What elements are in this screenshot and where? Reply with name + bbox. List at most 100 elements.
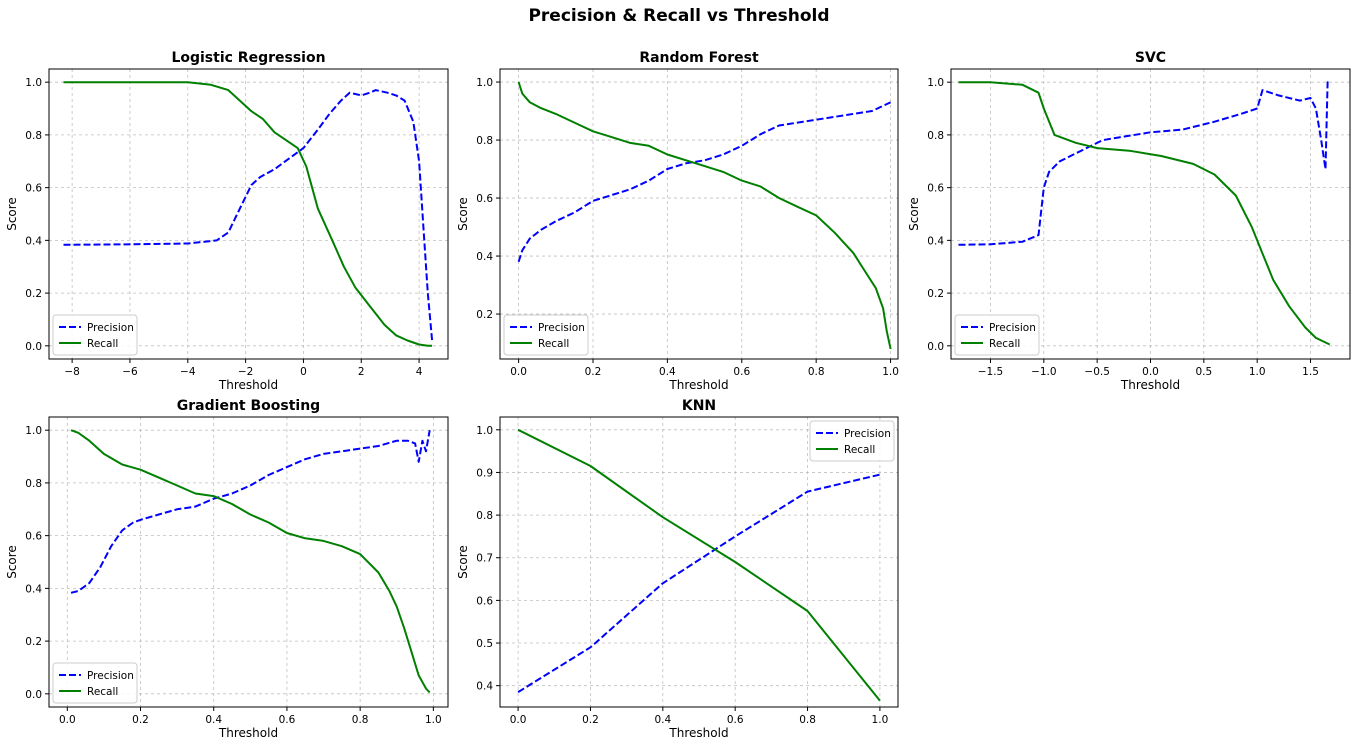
x-tick-label: 0.0: [59, 714, 76, 726]
y-tick-label: 0.6: [25, 531, 42, 543]
y-tick-label: 0.4: [25, 235, 42, 247]
series-line-precision: [517, 101, 892, 263]
y-tick-label: 0.0: [25, 341, 42, 353]
x-tick-label: 0.2: [582, 714, 599, 726]
x-tick-label: 2: [358, 366, 365, 378]
figure-title: Precision & Recall vs Threshold: [528, 6, 829, 26]
legend: Precision Recall: [954, 314, 1040, 356]
x-axis-label: Threshold: [1120, 378, 1180, 392]
legend-label: Recall: [989, 338, 1020, 350]
chart-title: Logistic Regression: [171, 50, 325, 66]
y-tick-label: 0.6: [476, 595, 493, 607]
y-tick-label: 1.0: [25, 425, 42, 437]
chart-4: 0.0 0.2 0.4 0.6 0.8 1.0 0.0 0.2 0.4 0.6 0.8 1.0 Grad…: [5, 398, 449, 740]
legend: Precision Recall: [52, 314, 138, 356]
legend-label: Recall: [844, 444, 875, 456]
legend: Precision Recall: [52, 662, 138, 704]
y-tick-label: 0.2: [25, 288, 42, 300]
y-tick-label: 0.6: [25, 183, 42, 195]
chart-title: SVC: [1135, 50, 1166, 66]
y-tick-label: 0.4: [927, 235, 944, 247]
x-tick-label: −8: [64, 366, 79, 378]
y-tick-label: 0.8: [476, 135, 493, 147]
x-tick-label: 0.4: [659, 366, 676, 378]
y-tick-label: 0.8: [927, 130, 944, 142]
y-tick-label: 0.8: [25, 130, 42, 142]
series-line-precision: [958, 81, 1330, 246]
chart-title: Gradient Boosting: [177, 398, 320, 414]
series-group: [517, 428, 881, 702]
plot-frame: [499, 68, 899, 360]
legend-label: Precision: [844, 428, 891, 440]
y-tick-label: 1.0: [927, 77, 944, 89]
series-group: [70, 429, 431, 694]
x-axis-label: Threshold: [218, 378, 278, 392]
y-tick-label: 1.0: [476, 77, 493, 89]
x-tick-label: 0: [300, 366, 307, 378]
legend-box: [503, 314, 589, 356]
legend-label: Precision: [538, 322, 585, 334]
x-tick-label: −0.5: [1084, 366, 1110, 378]
x-tick-label: 0.0: [1142, 366, 1159, 378]
legend-label: Precision: [87, 322, 134, 334]
x-tick-label: 0.0: [510, 366, 527, 378]
chart-1: −8 −6 −4 −2 0 2 4 0.0 0.2 0.4 0.6 0.8 1.0 Logistic Re…: [5, 50, 449, 392]
x-axis-label: Threshold: [668, 378, 728, 392]
y-tick-label: 0.5: [476, 638, 493, 650]
y-tick-label: 0.4: [476, 681, 493, 693]
x-tick-label: 0.2: [585, 366, 602, 378]
x-tick-label: 0.4: [205, 714, 222, 726]
plot-frame: [48, 416, 449, 708]
series-line-precision: [70, 430, 431, 594]
y-tick-label: 1.0: [25, 77, 42, 89]
y-tick-label: 0.8: [25, 478, 42, 490]
plot-frame: [499, 416, 899, 708]
x-tick-label: 1.0: [1249, 366, 1266, 378]
series-line-recall: [517, 81, 892, 350]
chart-title: Random Forest: [639, 50, 759, 66]
series-line-precision: [63, 89, 434, 341]
x-tick-label: 0.2: [132, 714, 149, 726]
y-tick-label: 0.7: [476, 553, 493, 565]
x-tick-label: −4: [180, 366, 196, 378]
legend-label: Recall: [87, 338, 118, 350]
y-tick-label: 0.4: [25, 583, 42, 595]
chart-panels: −8 −6 −4 −2 0 2 4 0.0 0.2 0.4 0.6 0.8 1.0 Logistic Re…: [5, 50, 1351, 740]
legend-label: Precision: [989, 322, 1036, 334]
x-tick-label: 0.5: [1195, 366, 1212, 378]
x-tick-label: 1.0: [872, 714, 889, 726]
y-tick-label: 0.4: [476, 251, 493, 263]
y-axis-label: Score: [456, 545, 470, 579]
x-tick-label: 0.8: [799, 714, 816, 726]
x-tick-label: −1.5: [978, 366, 1004, 378]
series-group: [958, 81, 1331, 346]
chart-2: 0.0 0.2 0.4 0.6 0.8 1.0 0.2 0.4 0.6 0.8 1.0 Random …: [456, 50, 899, 392]
x-tick-label: 0.8: [808, 366, 825, 378]
x-tick-label: 0.0: [510, 714, 527, 726]
plot-frame: [48, 68, 449, 360]
x-axis-label: Threshold: [218, 726, 278, 740]
x-tick-label: 0.4: [654, 714, 671, 726]
legend-box: [809, 420, 895, 462]
legend-label: Recall: [538, 338, 569, 350]
x-tick-label: 1.0: [882, 366, 899, 378]
x-axis-label: Threshold: [668, 726, 728, 740]
series-line-recall: [517, 428, 881, 702]
y-tick-label: 0.8: [476, 510, 493, 522]
x-tick-label: −1.0: [1031, 366, 1057, 378]
legend-box: [52, 662, 138, 704]
y-tick-label: 0.0: [927, 341, 944, 353]
x-tick-label: 0.6: [727, 714, 744, 726]
y-axis-label: Score: [5, 545, 19, 579]
chart-title: KNN: [682, 398, 716, 414]
y-tick-label: 0.2: [927, 288, 944, 300]
series-group: [63, 81, 434, 347]
x-tick-label: −2: [238, 366, 253, 378]
y-tick-label: 1.0: [476, 425, 493, 437]
y-tick-label: 0.6: [476, 193, 493, 205]
series-line-recall: [70, 429, 431, 694]
y-tick-label: 0.2: [25, 636, 42, 648]
y-axis-label: Score: [5, 197, 19, 231]
y-tick-label: 0.9: [476, 467, 493, 479]
